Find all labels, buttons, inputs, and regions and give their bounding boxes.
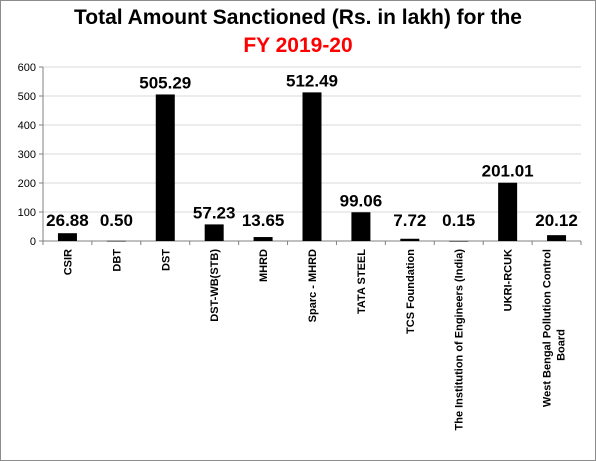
chart-subtitle: FY 2019-20 (243, 34, 353, 57)
category-label: CSIR (62, 249, 74, 275)
bar (155, 94, 175, 241)
data-label: 201.01 (482, 162, 534, 181)
category-label: DST (160, 249, 172, 271)
data-label: 505.29 (139, 73, 191, 92)
category-label: West Bengal Pollution Control (542, 249, 554, 407)
bar (204, 224, 224, 241)
category-label: TCS Foundation (405, 249, 417, 334)
bar (351, 212, 371, 241)
data-label: 13.65 (242, 211, 285, 230)
bar (302, 92, 322, 241)
y-tick-label: 200 (18, 178, 36, 190)
data-label: 57.23 (193, 203, 236, 222)
data-label: 512.49 (286, 71, 338, 90)
category-label: TATA STEEL (356, 249, 368, 314)
data-label: 7.72 (393, 211, 426, 230)
y-tick-label: 0 (30, 236, 36, 248)
category-label: MHRD (258, 249, 270, 282)
bar (400, 238, 420, 241)
category-label: Sparc - MHRD (307, 249, 319, 322)
bar (57, 233, 77, 241)
y-tick-label: 300 (18, 149, 36, 161)
bar (106, 240, 126, 242)
bar (253, 237, 273, 241)
data-label: 0.50 (100, 211, 133, 230)
y-tick-label: 500 (18, 91, 36, 103)
bar (547, 235, 567, 241)
category-label: Board (556, 329, 568, 361)
chart-title: Total Amount Sanctioned (Rs. in lakh) fo… (73, 6, 522, 29)
data-label: 0.15 (442, 211, 475, 230)
bar (498, 182, 518, 241)
bar (449, 240, 469, 242)
category-label: DBT (111, 249, 123, 272)
data-label: 20.12 (535, 211, 578, 230)
data-label: 26.88 (46, 211, 89, 230)
data-label: 99.06 (340, 191, 383, 210)
y-tick-label: 600 (18, 62, 36, 74)
category-label: UKRI-RCUK (503, 249, 515, 311)
category-label: The Institution of Engineers (India) (454, 249, 466, 431)
y-tick-label: 400 (18, 120, 36, 132)
y-tick-label: 100 (18, 207, 36, 219)
category-label: DST-WB(STB) (209, 249, 221, 322)
